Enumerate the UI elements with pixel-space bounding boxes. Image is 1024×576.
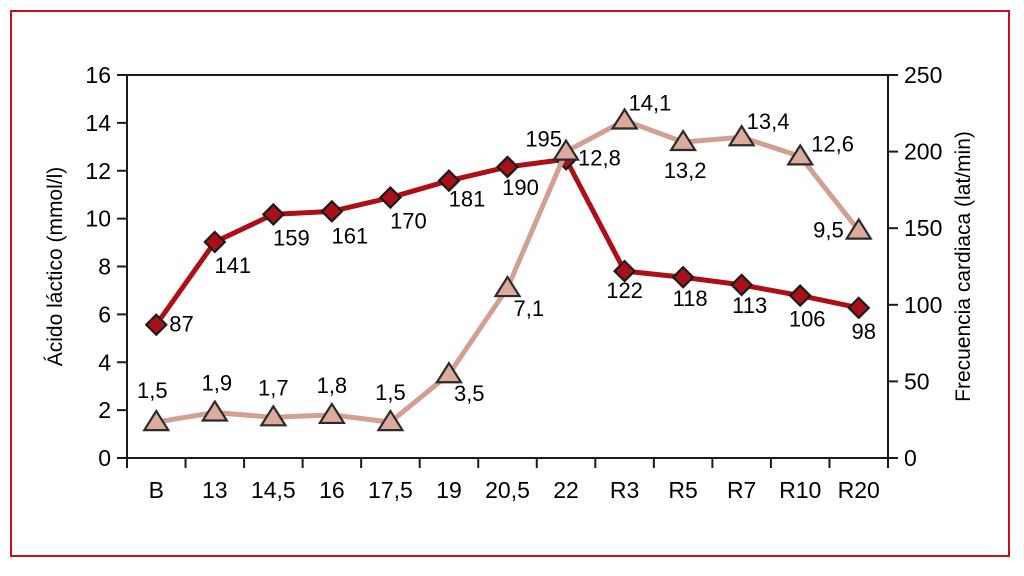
data-point-label: 181: [449, 187, 486, 212]
data-point-label: 9,5: [813, 218, 844, 243]
diamond-marker: [437, 169, 461, 193]
diamond-marker: [788, 284, 812, 308]
left-axis: 0 2 4 6 8 10 12 14 16 Ácido láctico (mmol/l): [44, 62, 127, 471]
triangle-marker: [552, 138, 581, 161]
left-axis-tick-label: 16: [85, 62, 111, 88]
data-point-label: 12,8: [578, 146, 621, 171]
x-axis-category-label: R20: [838, 477, 880, 503]
data-point-label: 1,5: [375, 380, 406, 405]
right-axis-tick-label: 100: [904, 292, 942, 318]
diamond-marker: [495, 155, 520, 179]
x-axis: B 13 14,5 16 17,5 19 20,5 22 R3 R5 R7 R10 R20: [126, 458, 889, 503]
diamond-marker: [671, 265, 695, 289]
triangle-marker: [317, 401, 346, 425]
right-axis-tick-label: 200: [904, 139, 942, 165]
x-axis-category-label: 22: [553, 477, 579, 503]
x-axis-category-label: B: [149, 477, 164, 503]
data-point-label: 170: [390, 209, 427, 234]
triangle-marker: [434, 361, 463, 384]
data-labels-frecuencia-cardiaca: 87 141 159 161 170 181 190 195 122 118 113 106 98: [169, 126, 876, 344]
x-axis-category-label: 19: [436, 477, 462, 503]
data-point-label: 13,2: [664, 158, 707, 183]
series-acido-lactico: [142, 107, 873, 432]
triangle-marker: [786, 143, 815, 166]
right-axis-tick-label: 50: [904, 368, 930, 394]
triangle-marker: [259, 404, 288, 427]
data-point-label: 1,5: [137, 378, 168, 403]
data-labels-acido-lactico: 1,5 1,9 1,7 1,8 1,5 3,5 7,1 12,8 14,1 13,2 13,4 12,…: [137, 90, 854, 406]
data-point-label: 1,7: [258, 375, 289, 400]
data-point-label: 122: [606, 278, 643, 303]
x-axis-category-label: 20,5: [485, 477, 530, 503]
x-axis-category-label: R5: [668, 477, 697, 503]
data-point-label: 159: [273, 225, 310, 250]
data-point-label: 7,1: [514, 296, 545, 321]
diamond-marker: [144, 313, 168, 337]
diamond-marker: [320, 199, 344, 223]
x-axis-category-label: R7: [727, 477, 756, 503]
diamond-marker: [261, 202, 285, 226]
data-point-label: 1,9: [202, 371, 233, 396]
x-axis-category-label: 16: [319, 477, 345, 503]
left-axis-tick-label: 0: [98, 445, 111, 471]
data-point-label: 13,4: [747, 109, 790, 134]
data-point-label: 195: [525, 126, 562, 151]
triangle-marker: [610, 107, 639, 130]
left-axis-title: Ácido láctico (mmol/l): [44, 167, 67, 367]
left-axis-tick-label: 6: [98, 301, 111, 327]
right-axis-tick-label: 250: [904, 62, 942, 88]
x-axis-category-label: R10: [779, 477, 821, 503]
left-axis-tick-label: 12: [85, 158, 111, 184]
data-point-label: 14,1: [629, 90, 672, 115]
data-point-label: 106: [789, 307, 826, 332]
right-axis-tick-label: 150: [904, 215, 942, 241]
right-axis: 0 50 100 150 200 250 Frecuencia cardiaca (lat/…: [888, 62, 975, 471]
data-point-label: 141: [214, 253, 251, 278]
data-point-label: 1,8: [317, 373, 348, 398]
data-point-label: 98: [851, 319, 875, 344]
x-axis-category-label: 14,5: [251, 477, 296, 503]
data-point-label: 87: [169, 312, 193, 337]
x-axis-category-label: 13: [202, 477, 228, 503]
right-axis-title: Frecuencia cardiaca (lat/min): [952, 131, 975, 402]
left-axis-tick-label: 2: [98, 397, 111, 423]
triangle-marker: [669, 128, 698, 152]
triangle-marker: [376, 409, 405, 432]
diamond-marker: [847, 296, 871, 320]
data-point-label: 3,5: [454, 381, 485, 406]
diamond-marker: [203, 230, 227, 254]
data-point-label: 113: [732, 293, 767, 318]
series-frecuencia-cardiaca: [144, 147, 871, 337]
triangle-marker: [200, 399, 229, 422]
left-axis-tick-label: 14: [85, 110, 111, 136]
x-axis-category-label: 17,5: [368, 477, 413, 503]
triangle-marker: [844, 217, 873, 240]
diamond-marker: [730, 273, 754, 297]
diamond-marker: [378, 186, 402, 210]
triangle-marker: [727, 124, 756, 147]
triangle-marker: [493, 274, 522, 298]
data-point-label: 161: [332, 223, 369, 248]
right-axis-tick-label: 0: [904, 445, 917, 471]
data-point-label: 190: [502, 175, 539, 200]
left-axis-tick-label: 4: [98, 349, 111, 375]
data-point-label: 118: [673, 286, 708, 311]
data-point-label: 12,6: [811, 131, 854, 156]
left-axis-tick-label: 10: [85, 206, 111, 232]
triangle-marker: [142, 409, 171, 432]
diamond-marker: [613, 259, 637, 283]
left-axis-tick-label: 8: [98, 254, 111, 280]
x-axis-category-label: R3: [610, 477, 639, 503]
